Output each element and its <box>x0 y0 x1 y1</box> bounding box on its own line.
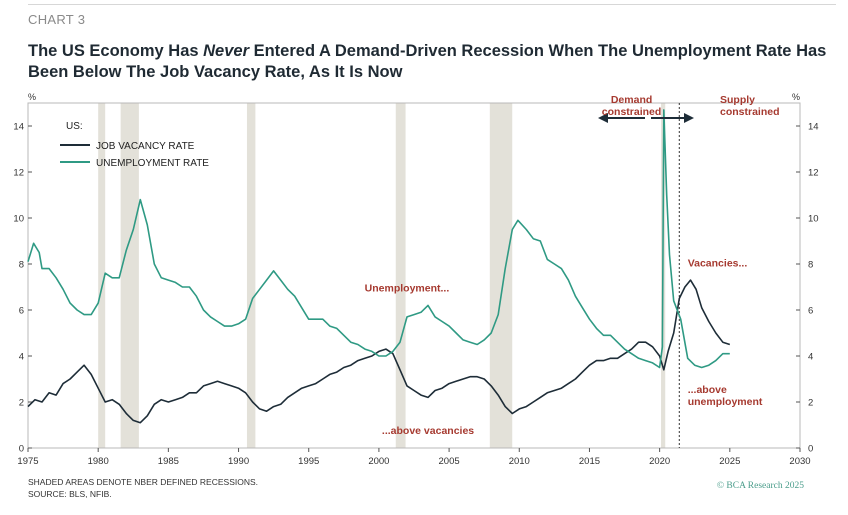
recession-band-1 <box>120 103 139 448</box>
recession-band-4 <box>489 103 513 448</box>
annotation-4: ...above vacancies <box>382 425 474 437</box>
supply-arrow-head <box>684 113 694 123</box>
y-tick-label-left-6: 12 <box>13 168 24 179</box>
y-tick-label-left-2: 4 <box>19 352 24 363</box>
annotation-0: Demand <box>611 94 652 106</box>
annotation-3: Vacancies... <box>688 257 748 269</box>
y-tick-label-right-1: 2 <box>808 398 813 409</box>
annotations: DemandconstrainedSupplyconstrainedUnempl… <box>365 94 780 437</box>
chart-title: The US Economy Has Never Entered A Deman… <box>28 41 838 83</box>
x-tick-label-5: 2000 <box>368 456 389 467</box>
legend-label-unemployment: UNEMPLOYMENT RATE <box>96 158 209 169</box>
x-tick-label-6: 2005 <box>439 456 460 467</box>
y-tick-label-right-5: 10 <box>808 214 819 225</box>
recession-band-3 <box>395 103 406 448</box>
axis-ticks: 1975 1980 1985 1990 1995 2000 2005 2010 2015 2020… <box>13 122 818 468</box>
y-tick-label-right-6: 12 <box>808 168 819 179</box>
y-tick-label-left-4: 8 <box>19 260 24 271</box>
chart-number: CHART 3 <box>28 12 86 27</box>
x-tick-label-7: 2010 <box>509 456 530 467</box>
x-tick-label-8: 2015 <box>579 456 600 467</box>
y-tick-label-right-7: 14 <box>808 122 819 133</box>
legend-title: US: <box>66 121 83 132</box>
x-tick-label-2: 1985 <box>158 456 179 467</box>
unemployment-line <box>27 109 730 369</box>
title-part-1: The US Economy Has <box>28 42 204 60</box>
recession-band-2 <box>246 103 256 448</box>
title-part-2: Entered A Demand-Driven Recession When T… <box>28 42 827 81</box>
x-tick-label-0: 1975 <box>17 456 38 467</box>
y-tick-label-left-3: 6 <box>19 306 24 317</box>
x-tick-label-11: 2030 <box>789 456 810 467</box>
legend-label-vacancy: JOB VACANCY RATE <box>96 141 195 152</box>
title-emphasis: Never <box>203 42 250 60</box>
annotation-0-line2: constrained <box>602 106 662 118</box>
y-axis-unit-right: % <box>792 92 800 102</box>
credit-bca: © BCA Research 2025 <box>716 481 804 491</box>
series-lines <box>27 109 731 424</box>
annotation-5-line2: unemployment <box>688 396 763 408</box>
regime-arrows <box>598 113 694 123</box>
annotation-5: ...above <box>688 384 727 396</box>
x-tick-label-4: 1995 <box>298 456 319 467</box>
legend: US: JOB VACANCY RATE UNEMPLOYMENT RATE <box>60 121 209 169</box>
plot-frame <box>27 102 801 449</box>
y-tick-label-left-1: 2 <box>19 398 24 409</box>
y-tick-label-right-2: 4 <box>808 352 813 363</box>
job-vacancy-line <box>27 279 731 424</box>
x-tick-label-9: 2020 <box>649 456 670 467</box>
footnote-source: SOURCE: BLS, NFIB. <box>28 489 112 499</box>
demand-arrow-head <box>598 113 608 123</box>
top-rule <box>28 4 836 5</box>
y-tick-label-left-5: 10 <box>13 214 24 225</box>
y-tick-label-right-4: 8 <box>808 260 813 271</box>
annotation-2: Unemployment... <box>365 283 450 295</box>
annotation-1: Supply <box>720 94 755 106</box>
y-tick-label-right-0: 0 <box>808 444 813 455</box>
y-tick-label-left-0: 0 <box>19 444 24 455</box>
x-tick-label-3: 1990 <box>228 456 249 467</box>
x-tick-label-1: 1980 <box>88 456 109 467</box>
recession-band-0 <box>98 103 106 448</box>
y-tick-label-left-7: 14 <box>13 122 24 133</box>
annotation-1-line2: constrained <box>720 106 780 118</box>
y-tick-label-right-3: 6 <box>808 306 813 317</box>
footnote-recessions: SHADED AREAS DENOTE NBER DEFINED RECESSI… <box>28 477 259 487</box>
y-axis-unit-left: % <box>28 92 36 102</box>
x-tick-label-10: 2025 <box>719 456 740 467</box>
